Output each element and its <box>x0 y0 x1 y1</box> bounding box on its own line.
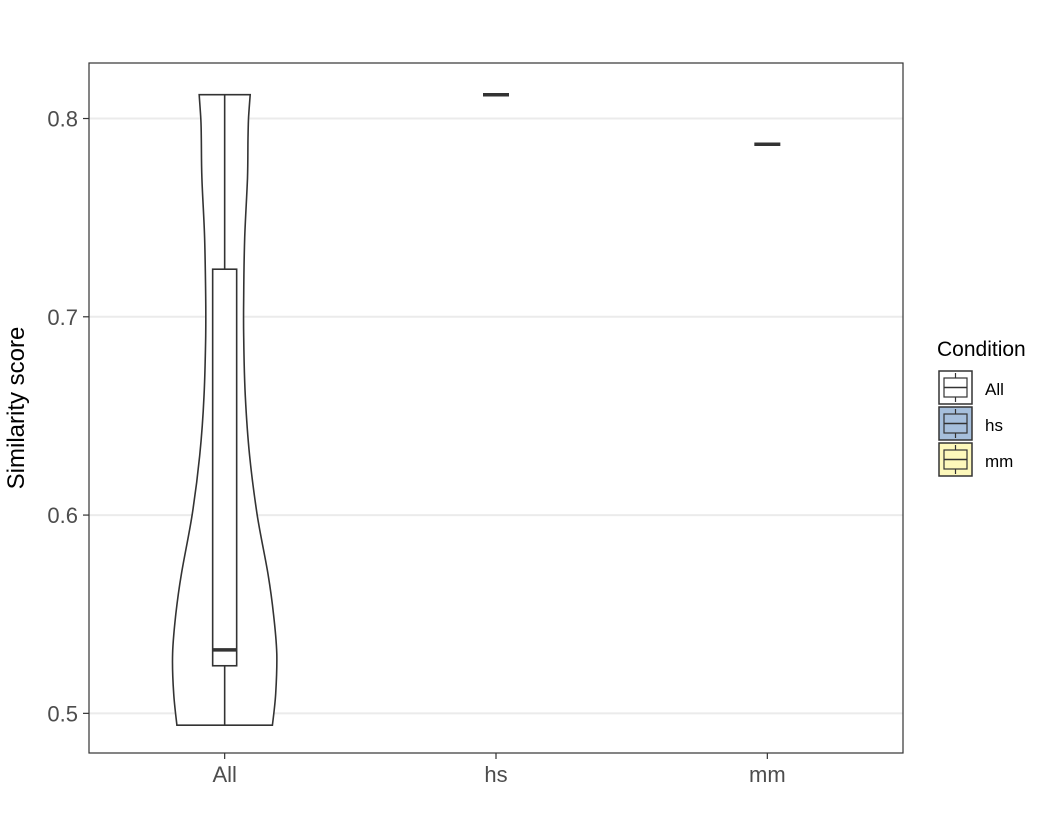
y-tick-label: 0.6 <box>47 503 78 528</box>
legend-label: mm <box>985 452 1013 471</box>
legend-key-all: All <box>938 370 1004 405</box>
legend-key-hs: hs <box>938 406 1003 441</box>
marks-layer <box>171 92 781 726</box>
boxplot-box <box>211 268 238 667</box>
x-tick-label: All <box>212 762 236 787</box>
legend: Condition All hs mm <box>937 338 1026 477</box>
axis-layer: 0.5 0.6 0.7 0.8 All hs mm <box>47 107 785 787</box>
y-tick-label: 0.7 <box>47 305 78 330</box>
legend-label: All <box>985 380 1004 399</box>
x-tick-label: hs <box>484 762 507 787</box>
legend-key-mm: mm <box>938 442 1013 477</box>
y-axis-title: Similarity score <box>3 327 30 490</box>
y-tick-label: 0.8 <box>47 107 78 132</box>
legend-label: hs <box>985 416 1003 435</box>
y-tick-label: 0.5 <box>47 701 78 726</box>
legend-title: Condition <box>937 338 1026 361</box>
x-tick-label: mm <box>749 762 786 787</box>
